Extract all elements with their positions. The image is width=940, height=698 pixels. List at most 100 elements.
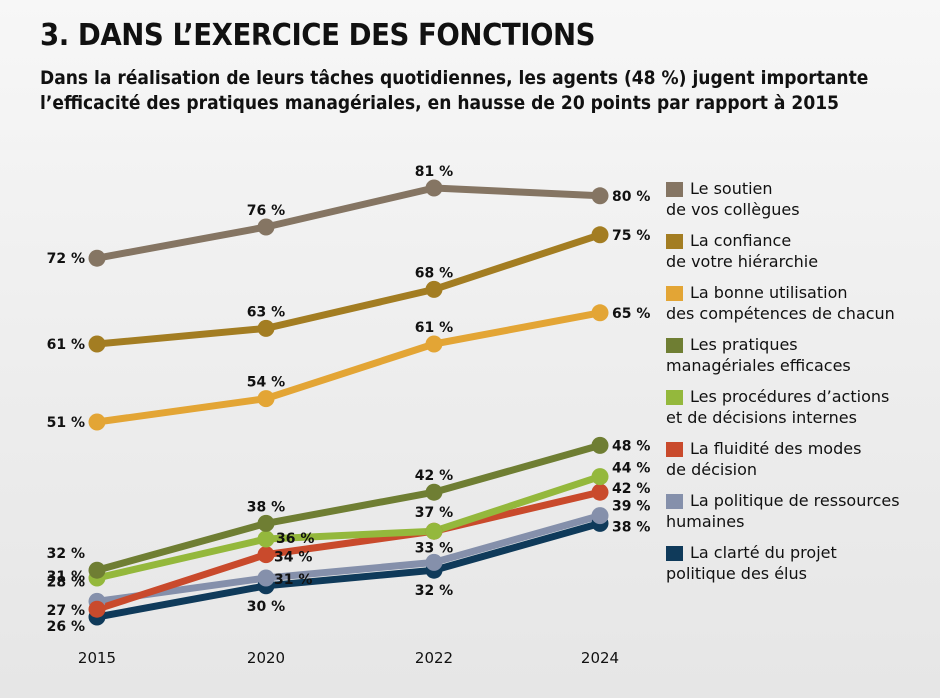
data-label: 76 % <box>247 203 285 219</box>
x-tick-label: 2020 <box>247 649 285 667</box>
data-label: 51 % <box>47 415 85 431</box>
legend-label: La fluidité des modes de décision <box>666 438 934 480</box>
data-label: 26 % <box>47 619 85 635</box>
series-line <box>93 309 604 426</box>
legend-label-line-1: Le soutien <box>690 179 773 198</box>
series-line <box>93 231 604 348</box>
data-label: 32 % <box>47 546 85 562</box>
x-tick-label: 2024 <box>581 649 619 667</box>
legend-label-line-1: Les procédures d’actions <box>690 387 890 406</box>
chart-title: 3. DANS L’EXERCICE DES FONCTIONS <box>40 18 596 53</box>
data-label: 31 % <box>47 569 85 585</box>
data-label: 80 % <box>612 189 650 205</box>
x-axis-ticks: 2015 2020 2022 2024 <box>78 649 619 667</box>
series-line <box>93 473 604 582</box>
data-label: 54 % <box>247 375 285 391</box>
legend-swatch <box>666 286 683 301</box>
data-label: 31 % <box>274 572 312 588</box>
data-label: 37 % <box>415 505 453 521</box>
data-point <box>425 553 443 571</box>
legend-label: La clarté du projet politique des élus <box>666 542 934 584</box>
data-point <box>591 436 609 454</box>
series-line <box>93 519 604 621</box>
data-label: 65 % <box>612 306 650 322</box>
data-label: 61 % <box>415 320 453 336</box>
legend-item: La bonne utilisation des compétences de c… <box>666 282 934 334</box>
data-point <box>257 530 275 548</box>
legend-label-line-2: politique des élus <box>666 564 807 583</box>
data-label: 30 % <box>247 599 285 615</box>
data-label: 75 % <box>612 228 650 244</box>
data-point <box>591 468 609 486</box>
data-label: 33 % <box>415 540 453 556</box>
data-point <box>88 335 106 353</box>
data-label: 44 % <box>612 461 650 477</box>
legend: Le soutien de vos collègues La confiance de… <box>666 178 934 594</box>
legend-label: La confiance de votre hiérarchie <box>666 230 934 272</box>
data-point <box>88 413 106 431</box>
legend-label-line-2: et de décisions internes <box>666 408 857 427</box>
legend-label-line-1: La bonne utilisation <box>690 283 848 302</box>
data-point <box>591 483 609 501</box>
data-point <box>257 569 275 587</box>
data-label: 27 % <box>47 603 85 619</box>
data-point <box>257 218 275 236</box>
legend-item: Le soutien de vos collègues <box>666 178 934 230</box>
data-label: 38 % <box>612 519 650 535</box>
subtitle-line-2: l’efficacité des pratiques managériales,… <box>40 92 840 114</box>
data-point <box>425 335 443 353</box>
legend-swatch <box>666 390 683 405</box>
series-lines <box>93 184 604 621</box>
data-label: 81 % <box>415 164 453 180</box>
data-label: 28 % <box>47 574 85 590</box>
data-point <box>425 179 443 197</box>
data-label: 36 % <box>276 531 314 547</box>
data-label: 38 % <box>247 499 285 515</box>
data-label: 39 % <box>612 499 650 515</box>
legend-swatch <box>666 234 683 249</box>
data-label: 34 % <box>274 550 312 566</box>
legend-label-line-2: des compétences de chacun <box>666 304 895 323</box>
legend-swatch <box>666 546 683 561</box>
subtitle-line-1: Dans la réalisation de leurs tâches quot… <box>40 67 869 89</box>
data-point <box>425 280 443 298</box>
data-point <box>257 319 275 337</box>
chart-subtitle: Dans la réalisation de leurs tâches quot… <box>40 66 868 116</box>
data-label: 61 % <box>47 337 85 353</box>
legend-label-line-1: Les pratiques <box>690 335 798 354</box>
data-point <box>257 514 275 532</box>
series-line <box>93 512 604 605</box>
data-point <box>591 187 609 205</box>
data-labels: 72 % 76 % 81 % 80 % 61 % 63 % 68 % 75 % 51 % 54 %… <box>47 164 651 635</box>
data-point <box>257 390 275 408</box>
series-points <box>88 179 609 626</box>
data-label: 32 % <box>415 583 453 599</box>
legend-swatch <box>666 494 683 509</box>
data-point <box>257 546 275 564</box>
data-label: 42 % <box>612 481 650 497</box>
legend-label: Le soutien de vos collègues <box>666 178 934 220</box>
legend-item: La clarté du projet politique des élus <box>666 542 934 594</box>
legend-label-line-2: humaines <box>666 512 745 531</box>
data-point <box>591 226 609 244</box>
data-point <box>88 600 106 618</box>
data-label: 63 % <box>247 304 285 320</box>
legend-label-line-2: de votre hiérarchie <box>666 252 819 271</box>
data-label: 68 % <box>415 265 453 281</box>
legend-label: La bonne utilisation des compétences de c… <box>666 282 934 324</box>
x-tick-label: 2015 <box>78 649 116 667</box>
legend-label: Les procédures d’actions et de décisions … <box>666 386 934 428</box>
legend-swatch <box>666 182 683 197</box>
legend-item: La politique de ressources humaines <box>666 490 934 542</box>
legend-label-line-1: La confiance <box>690 231 792 250</box>
legend-label-line-1: La fluidité des modes <box>690 439 862 458</box>
legend-label: Les pratiques managériales efficaces <box>666 334 934 376</box>
legend-item: La fluidité des modes de décision <box>666 438 934 490</box>
series-line <box>93 488 604 613</box>
data-point <box>425 483 443 501</box>
data-point <box>88 249 106 267</box>
data-label: 72 % <box>47 251 85 267</box>
legend-label-line-2: de décision <box>666 460 758 479</box>
legend-label-line-2: managériales efficaces <box>666 356 851 375</box>
